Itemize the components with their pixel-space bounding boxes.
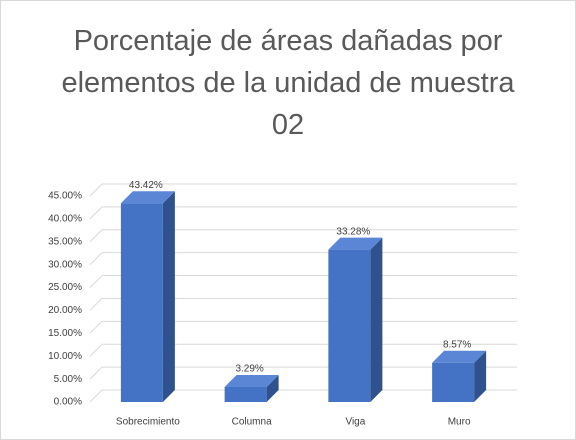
bar-front	[120, 203, 163, 402]
bar-top	[328, 237, 383, 250]
bar	[120, 191, 175, 402]
data-label: 8.57%	[443, 339, 471, 350]
x-tick-label: Sobrecimiento	[116, 417, 180, 428]
y-tick-label: 30.00%	[48, 259, 82, 270]
data-label: 43.42%	[129, 180, 163, 191]
y-tick-label: 25.00%	[48, 282, 82, 293]
chart-title: Porcentaje de áreas dañadas por elemento…	[61, 25, 515, 141]
bar	[328, 237, 383, 402]
y-tick-label: 5.00%	[54, 374, 82, 385]
bar-front	[432, 362, 475, 402]
bar	[224, 374, 279, 402]
data-label: 33.28%	[336, 226, 370, 237]
bar-front	[224, 386, 267, 402]
grid-line	[89, 229, 517, 243]
bar	[432, 350, 487, 402]
x-tick-label: Viga	[345, 417, 365, 428]
y-tick-label: 15.00%	[48, 328, 82, 339]
y-tick-label: 35.00%	[48, 236, 82, 247]
bar-side	[266, 374, 279, 402]
y-tick-label: 10.00%	[48, 351, 82, 362]
bar-top	[432, 350, 487, 363]
bar-front	[328, 249, 371, 402]
x-tick-label: Columna	[232, 417, 272, 428]
bar-side	[370, 237, 383, 402]
bar-top	[120, 191, 175, 204]
bar-top	[224, 374, 279, 387]
data-label: 3.29%	[235, 364, 263, 375]
grid-line	[89, 206, 517, 220]
y-tick-label: 20.00%	[48, 305, 82, 316]
y-tick-label: 0.00%	[54, 397, 82, 408]
bar-side	[162, 191, 175, 402]
bar-side	[474, 350, 487, 402]
y-tick-label: 40.00%	[48, 214, 82, 225]
y-tick-label: 45.00%	[48, 191, 82, 202]
x-tick-label: Muro	[448, 417, 471, 428]
grid-line	[89, 183, 517, 197]
